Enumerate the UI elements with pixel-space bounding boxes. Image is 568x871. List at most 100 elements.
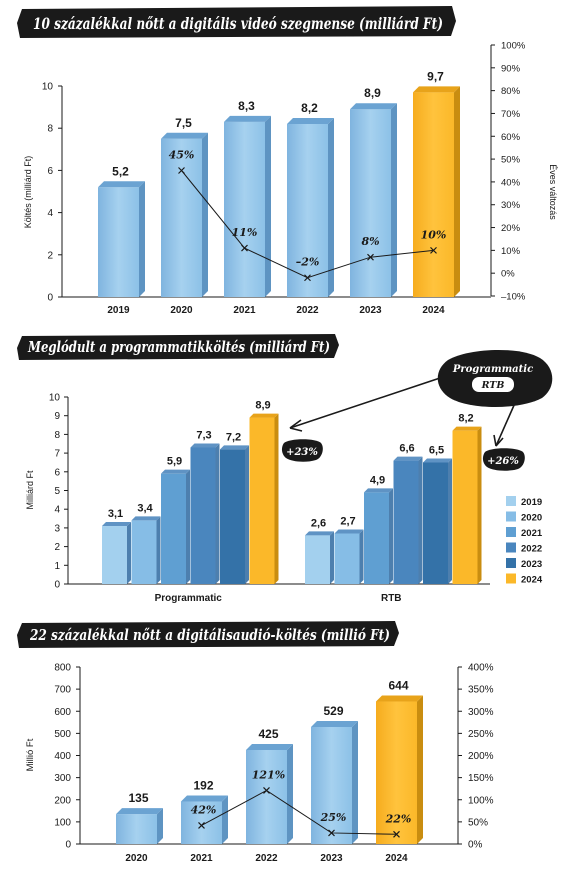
chart-1: 10 százalékkal nőtt a digitális videó sz…: [17, 6, 558, 316]
chart-3-y2tick-label: 200%: [468, 751, 494, 762]
chart-2: Meglódult a programmatikköltés (milliárd…: [17, 334, 553, 604]
chart-1-y2tick-label: 80%: [501, 86, 521, 97]
chart-1-change-label: 45%: [169, 149, 195, 162]
chart-1-y2tick-label: 50%: [501, 155, 521, 166]
chart-3-category-label: 2023: [320, 853, 343, 864]
chart-3-y-label: Millió Ft: [25, 738, 36, 771]
chart-2-value-label: 4,9: [370, 474, 385, 486]
chart-3-ytick-label: 0: [65, 840, 71, 851]
chart-3-change-point: [198, 821, 205, 829]
chart-2-bar-programmatic-2021: [161, 469, 190, 584]
chart-2-bar-rtb-2019: [305, 531, 334, 584]
chart-1-change-point: [304, 274, 311, 282]
chart-2-value-label: 8,2: [458, 413, 473, 425]
chart-1-category-label: 2022: [296, 305, 319, 316]
chart-2-ytick-label: 10: [49, 393, 61, 404]
chart-2-category-label: RTB: [381, 593, 402, 604]
chart-1-value-label: 7,5: [175, 116, 192, 130]
chart-2-ytick-label: 0: [54, 580, 60, 591]
chart-3-title-banner: [17, 621, 399, 648]
chart-1-value-label: 8,3: [238, 99, 255, 113]
chart-1-y2tick-label: 0%: [501, 269, 515, 280]
legend-label-2022: 2022: [521, 544, 542, 555]
chart-1-y2tick-label: 10%: [501, 246, 521, 257]
chart-2-y-label: Milliárd Ft: [25, 470, 35, 510]
chart-2-ytick-label: 5: [54, 486, 60, 497]
legend-label-2024: 2024: [521, 575, 543, 586]
legend-label-2021: 2021: [521, 528, 543, 539]
chart-2-value-label: 3,4: [137, 502, 153, 514]
chart-1-bar-2019: [98, 181, 145, 297]
chart-1-change-point: [430, 246, 437, 254]
chart-3-change-point: [328, 829, 335, 837]
chart-1-y2tick-label: 90%: [501, 63, 521, 74]
chart-1-bar-2023: [350, 103, 397, 298]
callout-arrow-rtb: [495, 402, 516, 447]
chart-1-category-label: 2019: [107, 305, 130, 316]
badge-rtb: +26%: [482, 448, 525, 471]
chart-3-y2tick-label: 350%: [468, 685, 494, 696]
chart-1-y2tick-label: 40%: [501, 177, 521, 188]
chart-2-ytick-label: 3: [54, 523, 60, 534]
chart-1-bar-2021: [224, 115, 271, 298]
chart-2-ytick-label: 7: [54, 449, 60, 460]
chart-3-change-point: [263, 787, 270, 794]
chart-3-ytick-label: 500: [54, 729, 71, 740]
chart-1-y2tick-label: 100%: [501, 41, 526, 52]
chart-1-value-label: 8,2: [301, 101, 318, 115]
chart-1-change-label: 10%: [421, 228, 447, 241]
chart-3-ytick-label: 300: [54, 773, 71, 784]
chart-3-y2tick-label: 250%: [468, 729, 494, 740]
chart-3-ytick-label: 100: [54, 817, 71, 828]
legend-label-2023: 2023: [521, 559, 542, 570]
chart-2-value-label: 2,6: [311, 517, 326, 529]
chart-2-value-label: 6,6: [399, 443, 414, 455]
chart-1-category-label: 2021: [233, 305, 256, 316]
chart-2-title-banner: [17, 334, 339, 360]
callout-rtb-pill: [472, 377, 514, 392]
chart-1-change-point: [178, 167, 185, 174]
callout-arrowhead-programmatic: [289, 419, 303, 432]
chart-1-change-label: –2%: [296, 256, 320, 269]
chart-3-change-label: 25%: [320, 811, 347, 824]
chart-3-value-label: 192: [193, 779, 213, 793]
chart-1-y2tick-label: 70%: [501, 109, 521, 120]
chart-1-y2tick-label: 30%: [501, 200, 521, 211]
chart-2-bar-programmatic-2019: [102, 522, 131, 584]
chart-2-value-label: 2,7: [340, 516, 355, 528]
chart-2-value-label: 8,9: [255, 400, 270, 412]
callout: Programmatic RTB: [289, 349, 553, 447]
chart-1-bar-2022: [287, 117, 334, 297]
chart-2-ytick-label: 4: [54, 505, 60, 516]
chart-3-change-line: [201, 789, 397, 835]
chart-3-category-label: 2024: [385, 853, 408, 864]
legend-label-2019: 2019: [521, 497, 542, 508]
chart-3-bar-2020: [116, 808, 163, 844]
chart-3-category-label: 2022: [255, 853, 278, 864]
chart-1-ytick-label: 4: [47, 208, 53, 219]
chart-3: 22 százalékkal nőtt a digitálisaudió-köl…: [17, 621, 494, 864]
chart-2-ytick-label: 8: [54, 430, 60, 441]
chart-3-change-label: 22%: [385, 812, 412, 825]
chart-2-bar-rtb-2022: [393, 456, 423, 584]
chart-2-title: Meglódult a programmatikköltés (milliárd…: [27, 339, 330, 356]
chart-3-value-label: 644: [388, 679, 408, 693]
chart-3-ytick-label: 200: [54, 795, 71, 806]
chart-3-category-label: 2021: [190, 853, 213, 864]
chart-1-ytick-label: 0: [47, 293, 53, 304]
chart-3-change-point: [393, 830, 400, 838]
legend-swatch-2024: [506, 573, 516, 584]
chart-2-bar-programmatic-2023: [220, 445, 249, 584]
chart-3-bar-2022: [246, 743, 293, 844]
chart-3-value-label: 529: [323, 704, 343, 718]
chart-3-change-label: 42%: [191, 803, 217, 816]
chart-2-value-label: 7,3: [196, 429, 211, 441]
chart-1-change-label: 11%: [232, 226, 258, 239]
chart-1-change-point: [241, 244, 248, 252]
callout-line-2: RTB: [481, 380, 505, 391]
chart-3-ytick-label: 400: [54, 751, 71, 762]
chart-1-y2tick-label: 60%: [501, 132, 521, 143]
chart-2-bar-programmatic-2024: [249, 413, 279, 584]
legend-label-2020: 2020: [521, 513, 542, 524]
chart-1-change-point: [367, 253, 374, 261]
